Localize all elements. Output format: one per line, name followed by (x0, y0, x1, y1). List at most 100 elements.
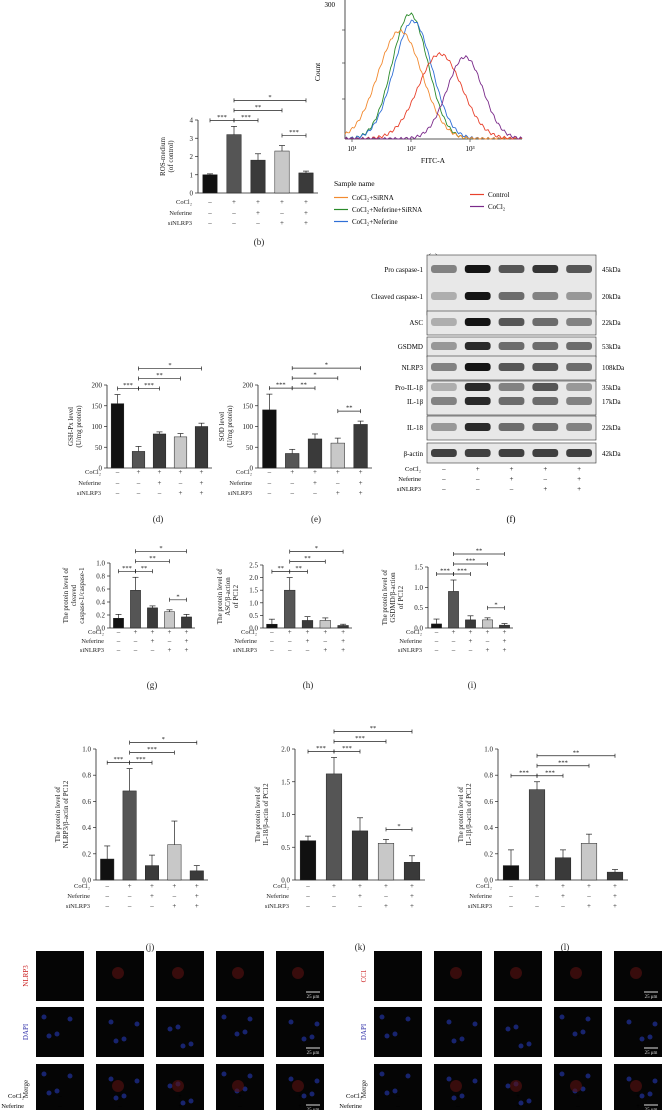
y-axis-label: NLRP3/β-actin of PC12 (62, 780, 70, 848)
treatment-sign: + (304, 198, 308, 206)
blot-band (566, 292, 592, 300)
bar (194, 426, 209, 469)
nucleus-dot (108, 1076, 114, 1082)
nucleus-dot (188, 1041, 194, 1047)
bar (110, 403, 125, 469)
nucleus-dot (247, 1016, 253, 1022)
treatment-sign: + (636, 1102, 640, 1110)
treatment-sign: – (231, 219, 236, 227)
bar (606, 871, 624, 881)
treatment-sign: + (561, 882, 565, 890)
y-tick-label: 150 (92, 402, 103, 410)
sig-label: *** (136, 756, 146, 763)
y-tick-label: 0.6 (484, 798, 493, 806)
row-label: CC1 (360, 969, 368, 982)
y-tick-label: 0.0 (96, 625, 105, 633)
nucleus-dot (626, 1076, 632, 1082)
blot-band (532, 265, 559, 273)
treatment-sign: + (232, 198, 236, 206)
blot-band (532, 423, 559, 431)
fluorescence-cc1: CC1 25 μm DAPI 25 μm Merge 25 μm CoCl₂ – + + + + Nef… (339, 951, 662, 1110)
bar (181, 616, 192, 629)
y-axis-label: The protein level of (54, 786, 62, 842)
treatment-sign: + (577, 475, 581, 483)
sig-label: * (159, 545, 162, 552)
treatment-sign: – (267, 479, 272, 487)
treatment-sign: + (151, 628, 155, 636)
blot-band (431, 397, 457, 405)
treatment-sign: – (451, 646, 456, 654)
treatment-label: CoCl₂ (74, 883, 90, 890)
bar (403, 862, 421, 881)
sig-label: *** (144, 382, 154, 389)
micrograph-tile (614, 1007, 662, 1057)
sig-label: * (268, 94, 271, 101)
treatment-sign: + (178, 1102, 182, 1110)
treatment-sign: – (441, 475, 446, 483)
nucleus-dot (314, 1078, 320, 1084)
flow-histogram: 300 Count 10¹ 10² 10³ FITC-A Sample name CoCl₂+… (313, 0, 523, 262)
bar (301, 620, 314, 629)
treatment-sign: – (434, 646, 439, 654)
treatment-sign: – (178, 479, 183, 487)
nucleus-dot (652, 1078, 658, 1084)
y-axis-label: The protein level of (62, 567, 70, 623)
blot-band (566, 318, 592, 326)
treatment-sign: – (115, 468, 120, 476)
blot-band (532, 318, 559, 326)
treatment-sign: + (200, 479, 204, 487)
signal-spot (630, 1080, 642, 1092)
treatment-sign: – (451, 637, 456, 645)
blot-band (566, 265, 592, 273)
treatment-sign: – (269, 637, 274, 645)
sig-label: *** (147, 746, 157, 753)
y-axis-label: The protein level of (216, 568, 224, 624)
treatment-sign: – (383, 892, 388, 900)
y-tick-label: 0.2 (82, 850, 91, 858)
y-tick-label: 1.0 (484, 746, 493, 754)
treatment-label: siNLRP3 (66, 903, 90, 910)
treatment-sign: + (280, 219, 284, 227)
treatment-sign: + (118, 1092, 122, 1100)
scale-label: 25 μm (645, 1108, 658, 1110)
y-tick-label: 50 (246, 444, 254, 452)
treatment-sign: + (543, 485, 547, 493)
y-tick-label: 2 (190, 153, 194, 161)
y-tick-label: 1.0 (249, 599, 258, 607)
band-kda: 22kDa (602, 319, 622, 327)
sig-label: *** (440, 568, 450, 575)
nucleus-dot (392, 1088, 398, 1094)
chart-5: 0.0 0.5 1.0 1.5 The protein level of GSDMD/β-… (381, 548, 513, 690)
nucleus-dot (175, 1024, 181, 1030)
nucleus-dot (379, 1071, 385, 1077)
legend-entry: CoCl₂+Neferine+SiRNA (352, 206, 422, 214)
treatment-sign: – (104, 892, 109, 900)
bar (580, 843, 598, 881)
treatment-sign: + (200, 489, 204, 497)
nucleus-dot (451, 1095, 457, 1101)
treatment-sign: + (185, 646, 189, 654)
legend-entry: CoCl₂+SiRNA (352, 194, 394, 202)
treatment-sign: + (577, 465, 581, 473)
treatment-sign: – (441, 465, 446, 473)
nucleus-dot (379, 1014, 385, 1020)
blot-band (464, 318, 491, 326)
y-axis-label: The protein level of (381, 569, 389, 625)
treatment-sign: – (116, 646, 121, 654)
sig-label: * (313, 372, 316, 379)
treatment-sign: + (543, 465, 547, 473)
nucleus-dot (288, 1076, 294, 1082)
bar (330, 442, 345, 469)
blot-band (431, 265, 457, 273)
sig-label: ** (573, 749, 580, 756)
sig-label: *** (289, 129, 299, 136)
nucleus-dot (526, 1041, 532, 1047)
band-kda: 108kDa (602, 364, 625, 372)
sig-label: ** (295, 565, 302, 572)
sig-label: * (162, 736, 165, 743)
y-tick-label: 0.2 (484, 850, 493, 858)
treatment-sign: – (133, 646, 138, 654)
y-tick-label: 2.0 (249, 574, 258, 582)
treatment-sign: + (410, 882, 414, 890)
